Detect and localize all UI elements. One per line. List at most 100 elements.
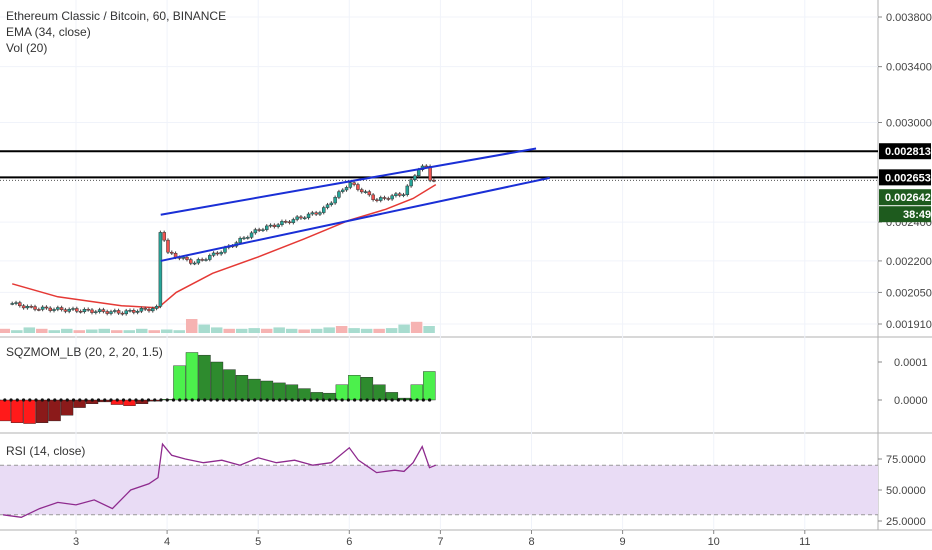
candle-body[interactable] <box>185 256 189 260</box>
candle-body[interactable] <box>219 252 223 255</box>
candle-body[interactable] <box>63 309 68 312</box>
candle-body[interactable] <box>268 224 273 227</box>
candle-body[interactable] <box>109 311 113 314</box>
price-axis[interactable]: 0.0038000.0034000.0030000.0024000.002200… <box>878 12 932 528</box>
squeeze-bar[interactable] <box>0 399 11 422</box>
candle-body[interactable] <box>18 302 22 307</box>
squeeze-bar[interactable] <box>410 384 424 401</box>
candle-body[interactable] <box>181 256 185 259</box>
candle-body[interactable] <box>132 310 136 313</box>
candle-body[interactable] <box>386 198 391 200</box>
candle-body[interactable] <box>162 232 166 241</box>
squeeze-bar[interactable] <box>173 365 186 401</box>
candle-body[interactable] <box>116 310 121 314</box>
candle-body[interactable] <box>154 306 159 309</box>
channel-lower-line[interactable] <box>160 176 550 262</box>
candle-body[interactable] <box>29 306 33 308</box>
squeeze-bar[interactable] <box>360 377 374 401</box>
candle-body[interactable] <box>249 232 254 238</box>
squeeze-bar[interactable] <box>60 399 74 416</box>
candle-body[interactable] <box>75 308 79 312</box>
candle-body[interactable] <box>295 216 299 220</box>
candle-body[interactable] <box>261 229 265 231</box>
candle-body[interactable] <box>37 309 41 311</box>
squeeze-bar[interactable] <box>335 384 349 401</box>
squeeze-bar[interactable] <box>348 375 361 401</box>
squeeze-bar[interactable] <box>10 399 24 423</box>
chart-title[interactable]: Ethereum Classic / Bitcoin, 60, BINANCE <box>6 9 227 23</box>
candle-body[interactable] <box>200 259 204 261</box>
squeeze-label[interactable]: SQZMOM_LB (20, 2, 20, 1.5) <box>6 345 163 359</box>
candle-body[interactable] <box>86 308 90 311</box>
candle-body[interactable] <box>204 259 208 261</box>
candle-body[interactable] <box>94 311 98 313</box>
squeeze-bar[interactable] <box>273 382 286 401</box>
rsi-line[interactable] <box>3 442 437 518</box>
candle-body[interactable] <box>135 310 140 313</box>
volume-legend[interactable]: Vol (20) <box>6 41 48 55</box>
candle-body[interactable] <box>44 306 49 309</box>
candle-body[interactable] <box>401 194 406 196</box>
candle-body[interactable] <box>120 312 125 315</box>
candle-body[interactable] <box>25 306 30 309</box>
time-axis[interactable]: 3 4 5 6 7 8 9 10 11 <box>73 530 811 548</box>
candle-body[interactable] <box>215 252 220 255</box>
squeeze-bar[interactable] <box>373 384 386 401</box>
squeeze-bar[interactable] <box>210 361 224 401</box>
candle-body[interactable] <box>318 212 322 215</box>
candle-body[interactable] <box>166 239 170 253</box>
candle-body[interactable] <box>280 221 284 226</box>
squeeze-bar[interactable] <box>185 352 199 401</box>
candle-body[interactable] <box>101 309 106 312</box>
candle-body[interactable] <box>378 197 383 201</box>
candle-body[interactable] <box>352 182 356 185</box>
candle-body[interactable] <box>14 302 18 304</box>
squeeze-bar[interactable] <box>35 399 49 423</box>
ema-legend[interactable]: EMA (34, close) <box>6 25 91 39</box>
rsi-pane[interactable] <box>0 442 878 518</box>
candle-body[interactable] <box>325 204 330 208</box>
squeeze-bar[interactable] <box>423 371 436 401</box>
candle-body[interactable] <box>409 179 413 187</box>
candle-body[interactable] <box>397 193 402 196</box>
candle-body[interactable] <box>21 305 26 309</box>
candle-body[interactable] <box>33 306 37 310</box>
channel-upper-line[interactable] <box>160 147 537 216</box>
candle-body[interactable] <box>242 237 246 240</box>
squeeze-bar[interactable] <box>223 369 236 401</box>
candle-body[interactable] <box>276 224 280 227</box>
squeeze-bar[interactable] <box>198 354 211 401</box>
candle-body[interactable] <box>340 189 345 192</box>
candle-body[interactable] <box>139 308 144 312</box>
candle-body[interactable] <box>10 303 14 305</box>
candle-body[interactable] <box>382 197 387 199</box>
squeeze-bar[interactable] <box>260 380 274 401</box>
candle-body[interactable] <box>52 309 56 311</box>
candle-body[interactable] <box>143 308 147 310</box>
candle-body[interactable] <box>363 191 368 193</box>
candle-body[interactable] <box>405 185 410 195</box>
candle-body[interactable] <box>208 255 212 260</box>
candle-body[interactable] <box>189 259 193 264</box>
candle-body[interactable] <box>158 232 163 307</box>
candle-body[interactable] <box>196 259 201 264</box>
candle-body[interactable] <box>337 191 341 198</box>
squeeze-bar[interactable] <box>248 378 261 401</box>
candle-body[interactable] <box>272 224 277 227</box>
candle-body[interactable] <box>371 194 375 201</box>
candle-body[interactable] <box>78 311 83 313</box>
candle-body[interactable] <box>151 308 155 312</box>
candle-body[interactable] <box>238 237 242 243</box>
candle-body[interactable] <box>375 199 379 202</box>
candle-body[interactable] <box>147 308 151 312</box>
candle-body[interactable] <box>97 309 102 312</box>
candle-body[interactable] <box>367 191 372 196</box>
candle-body[interactable] <box>333 197 337 204</box>
candle-body[interactable] <box>310 212 315 215</box>
candle-body[interactable] <box>283 221 288 223</box>
candle-body[interactable] <box>257 229 261 231</box>
candle-body[interactable] <box>314 212 318 215</box>
candle-body[interactable] <box>56 307 60 310</box>
price-tag[interactable] <box>879 189 931 206</box>
